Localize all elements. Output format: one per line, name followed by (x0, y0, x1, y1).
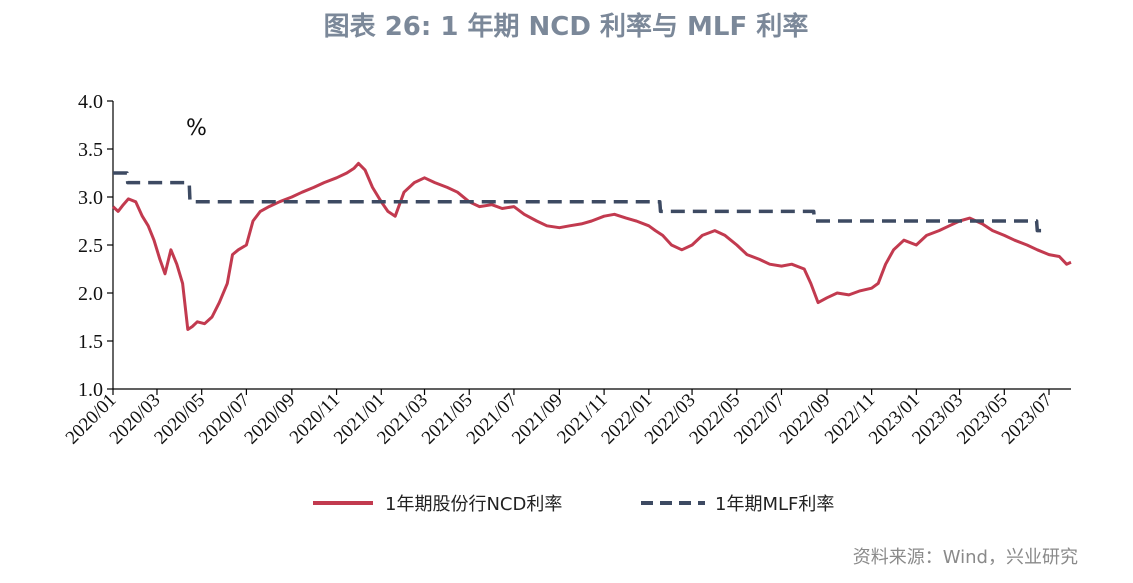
y-tick-label: 4.0 (78, 91, 103, 113)
series-line-ncd (111, 161, 1072, 331)
y-tick-label: 1.5 (78, 331, 103, 353)
series-layer (111, 161, 1072, 331)
series-line-mlf (113, 171, 1049, 233)
x-tick-label: 2021/07 (463, 390, 522, 449)
legend-label-ncd: 1年期股份行NCD利率 (385, 494, 562, 515)
legend: 1年期股份行NCD利率 1年期MLF利率 (313, 494, 834, 515)
y-tick-label: 3.0 (78, 187, 103, 209)
y-ticks: 4.0 3.5 3.0 2.5 2.0 1.5 1.0 (78, 91, 113, 401)
chart-title: 图表 26: 1 年期 NCD 利率与 MLF 利率 (324, 11, 809, 42)
x-ticks: 2020/012020/032020/052020/072020/092020/… (62, 389, 1057, 449)
x-tick-label: 2021/09 (508, 390, 567, 449)
unit-label: % (186, 116, 207, 141)
x-tick-label: 2020/09 (240, 390, 299, 449)
legend-label-mlf: 1年期MLF利率 (715, 494, 834, 515)
y-tick-label: 2.5 (78, 235, 103, 257)
x-tick-label: 2023/07 (998, 390, 1057, 449)
x-tick-label: 2020/07 (195, 390, 254, 449)
y-tick-label: 1.0 (78, 379, 103, 401)
source-note: 资料来源：Wind，兴业研究 (853, 547, 1078, 568)
x-tick-label: 2022/09 (776, 390, 835, 449)
y-tick-label: 3.5 (78, 139, 103, 161)
y-tick-label: 2.0 (78, 283, 103, 305)
